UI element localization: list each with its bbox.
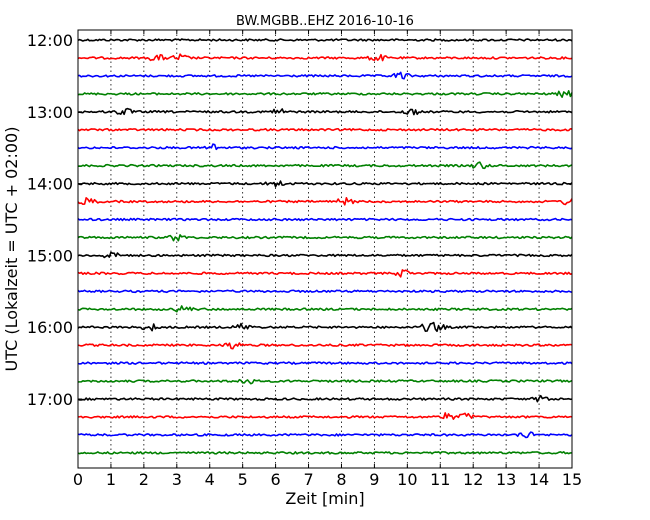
- trace-line: [77, 289, 573, 294]
- x-tick-label: 13: [496, 470, 516, 489]
- x-tick-label: 5: [238, 470, 248, 489]
- trace-line: [77, 161, 573, 170]
- x-tick-label: 0: [73, 470, 83, 489]
- axis-ticks: 0 1 2 3 4 5 6 7 8 9 10 11 12 13 14 1512:0013:0014:0015:…: [27, 30, 582, 489]
- trace-line: [77, 38, 573, 42]
- x-axis-label: Zeit [min]: [285, 489, 364, 508]
- y-axis-label: UTC (Lokalzeit = UTC + 02:00): [2, 127, 21, 372]
- trace-line: [77, 53, 573, 62]
- trace-line: [77, 269, 573, 278]
- y-tick-label: 16:00: [27, 318, 73, 337]
- trace-line: [77, 431, 573, 439]
- trace-line: [77, 342, 573, 350]
- x-tick-label: 15: [562, 470, 582, 489]
- trace-line: [77, 394, 573, 403]
- trace-line: [77, 217, 573, 222]
- trace-line: [77, 127, 573, 132]
- trace-line: [77, 412, 573, 420]
- trace-line: [77, 71, 573, 80]
- y-tick-label: 14:00: [27, 175, 73, 194]
- x-tick-label: 11: [430, 470, 450, 489]
- trace-line: [77, 451, 573, 455]
- x-tick-label: 14: [529, 470, 549, 489]
- y-tick-label: 15:00: [27, 246, 73, 265]
- trace-line: [77, 251, 573, 259]
- x-tick-label: 4: [205, 470, 215, 489]
- y-tick-label: 13:00: [27, 103, 73, 122]
- grid-lines: [110, 30, 540, 468]
- trace-line: [77, 197, 573, 206]
- x-tick-label: 2: [139, 470, 149, 489]
- trace-line: [77, 180, 573, 188]
- trace-line: [77, 378, 573, 385]
- x-tick-label: 3: [172, 470, 182, 489]
- x-tick-label: 12: [463, 470, 483, 489]
- trace-line: [77, 321, 573, 333]
- x-tick-label: 9: [369, 470, 379, 489]
- plot-frame: [77, 29, 573, 469]
- trace-line: [77, 361, 573, 365]
- trace-line: [77, 90, 573, 98]
- trace-line: [77, 107, 573, 116]
- trace-line: [77, 143, 573, 151]
- trace-line: [77, 305, 573, 313]
- x-tick-label: 1: [106, 470, 116, 489]
- chart-title: BW.MGBB..EHZ 2016-10-16: [236, 14, 414, 29]
- x-tick-label: 8: [336, 470, 346, 489]
- trace-line: [77, 234, 573, 242]
- trace-group: [77, 38, 573, 455]
- x-tick-label: 7: [303, 470, 313, 489]
- x-tick-label: 10: [397, 470, 417, 489]
- y-tick-label: 12:00: [27, 31, 73, 50]
- x-tick-label: 6: [271, 470, 281, 489]
- y-tick-label: 17:00: [27, 390, 73, 409]
